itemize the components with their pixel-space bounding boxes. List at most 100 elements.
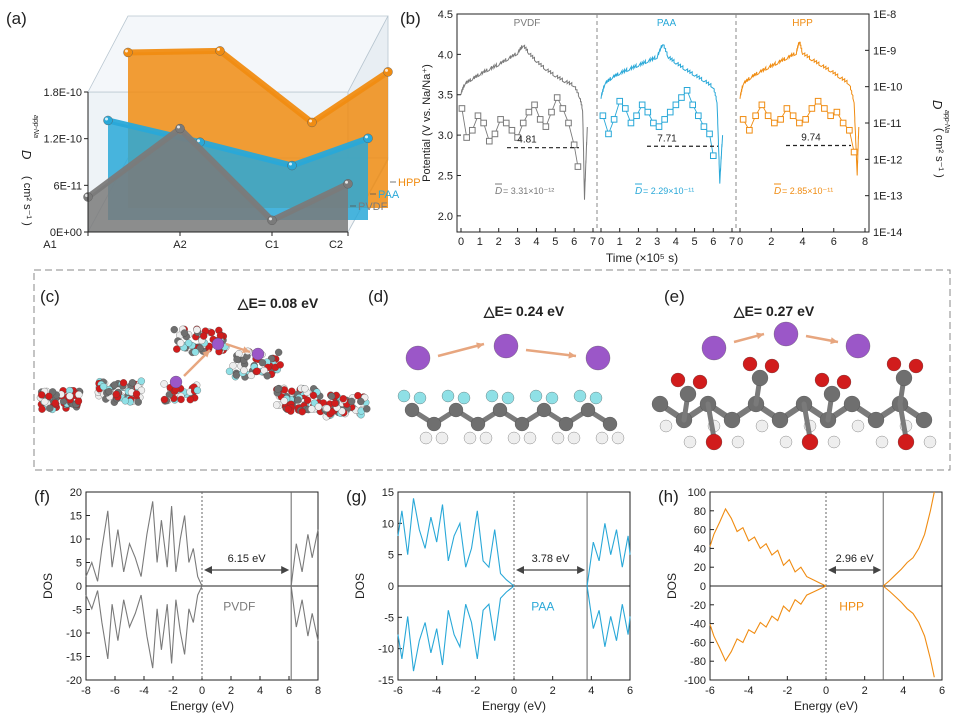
f-xtick-label: -6: [110, 685, 120, 697]
b-xtick-label: 2: [768, 236, 774, 248]
a-ylabel-sub: app-Na: [32, 115, 39, 138]
a-xtick-label: C1: [265, 239, 279, 251]
h-xtick-label: -4: [744, 685, 754, 697]
b-xlabel: Time (×10⁵ s): [606, 251, 678, 265]
a-ylabel-unit: ( cm² s⁻¹ ): [21, 176, 33, 226]
h-ytick-label: -40: [690, 619, 706, 631]
e-side-bond: [801, 401, 813, 441]
e-carbon-atom: [843, 395, 861, 413]
b-D-symbol-pvdf: D: [495, 186, 502, 197]
b-D-marker-pvdf: [536, 116, 544, 123]
e-oxygen-atom: [742, 356, 758, 372]
b-xtick-label: 0: [737, 236, 743, 248]
c-atom: [348, 397, 356, 406]
b-left-tick-label: 2.0: [438, 211, 453, 223]
c-atom: [274, 385, 282, 393]
b-D-marker-paa: [605, 130, 612, 138]
c-atom: [38, 391, 46, 399]
c-atom: [338, 407, 346, 415]
b-D-marker-paa: [661, 116, 668, 123]
b-D-marker-hpp: [746, 126, 753, 134]
c-atom: [176, 339, 185, 347]
e-carbon-atom: [823, 385, 841, 403]
h-ytick-label: 40: [694, 543, 706, 555]
e-oxygen-atom: [908, 358, 924, 374]
f-ytick-label: -15: [66, 652, 82, 664]
b-D-marker-paa: [683, 87, 691, 94]
b-D-marker-hpp: [850, 148, 858, 156]
a-xtick-label: C2: [329, 239, 343, 251]
b-xtick-label: 4: [799, 236, 805, 248]
a-series-label-pvdf: PVDF: [358, 201, 388, 213]
b-D-marker-paa: [700, 123, 708, 130]
h-ytick-label: -80: [690, 656, 706, 668]
a-point-highlight: [289, 162, 292, 166]
c-atom: [233, 355, 241, 364]
b-D-symbol-hpp: D: [774, 186, 781, 197]
f-dos-up-valence: [85, 501, 203, 587]
d-hydrogen-atom: [551, 431, 565, 445]
a-ylabel-main: D: [19, 150, 34, 159]
c-atom: [323, 404, 331, 413]
c-atom: [186, 396, 194, 404]
c-atom: [38, 405, 46, 413]
e-hydrogen-atom: [827, 435, 841, 449]
b-D-marker-pvdf: [502, 119, 510, 127]
b-D-marker-hpp: [783, 105, 791, 112]
c-atom: [263, 372, 271, 380]
f-gap-label: 6.15 eV: [228, 553, 267, 565]
d-sodium-ion: [585, 345, 611, 371]
c-sodium-ion: [251, 347, 265, 361]
e-carbon-atom: [723, 411, 741, 429]
b-xtick-label: 0: [598, 236, 604, 248]
g-ytick-label: -10: [378, 644, 394, 656]
e-carbon-atom: [651, 395, 669, 413]
c-atom: [288, 387, 296, 395]
c-atom: [273, 401, 281, 409]
panel-label-a: (a): [6, 9, 27, 28]
h-xtick-label: 0: [823, 685, 829, 697]
c-atom: [41, 398, 49, 406]
g-gap-label: 3.78 eV: [532, 553, 571, 565]
a-point-highlight: [385, 68, 388, 72]
a-point-highlight: [105, 117, 108, 121]
b-D-marker-paa: [627, 119, 635, 127]
h-gap-arrowhead-left: [828, 566, 836, 575]
e-hydrogen-atom: [683, 435, 697, 449]
h-ytick-label: -60: [690, 637, 706, 649]
molecule-d: [397, 333, 625, 445]
b-D-marker-pvdf: [553, 94, 561, 101]
c-atom: [276, 361, 284, 369]
g-xtick-label: 0: [511, 685, 517, 697]
a-axes: 0E+00 6E-11 1.2E-10 1.8E-10 A1 A2 C1 C2: [43, 87, 349, 251]
f-dos-down-conduction: [290, 585, 319, 641]
c-atom: [357, 397, 365, 406]
b-D-value-hpp: = 2.85×10⁻¹¹: [782, 186, 833, 196]
b-D-marker-pvdf: [559, 105, 567, 112]
a-ytick-label: 1.8E-10: [43, 87, 82, 99]
c-atom: [303, 396, 312, 404]
b-segment-label-paa: PAA: [657, 18, 677, 29]
c-atom: [119, 379, 128, 387]
b-right-tick-label: 1E-8: [873, 9, 896, 21]
d-fluorine-atom: [545, 391, 559, 405]
b-xtick-label: 7: [590, 236, 596, 248]
c-atom: [275, 348, 283, 357]
h-ylabel: DOS: [665, 573, 679, 599]
f-xlabel: Energy (eV): [170, 699, 234, 713]
b-segment-label-hpp: HPP: [792, 18, 813, 29]
c-atom: [184, 339, 193, 347]
d-hydrogen-atom: [611, 431, 625, 445]
b-D-marker-paa: [689, 101, 697, 109]
a-point-highlight: [365, 135, 368, 139]
e-hydrogen-atom: [755, 419, 769, 433]
h-xlabel: Energy (eV): [794, 699, 858, 713]
c-atom: [112, 390, 121, 398]
d-hydrogen-atom: [479, 431, 493, 445]
b-xtick-label: 8: [862, 236, 868, 248]
c-atom: [339, 395, 347, 403]
b-D-marker-hpp: [796, 119, 803, 127]
b-right-tick-label: 1E-14: [873, 227, 902, 239]
